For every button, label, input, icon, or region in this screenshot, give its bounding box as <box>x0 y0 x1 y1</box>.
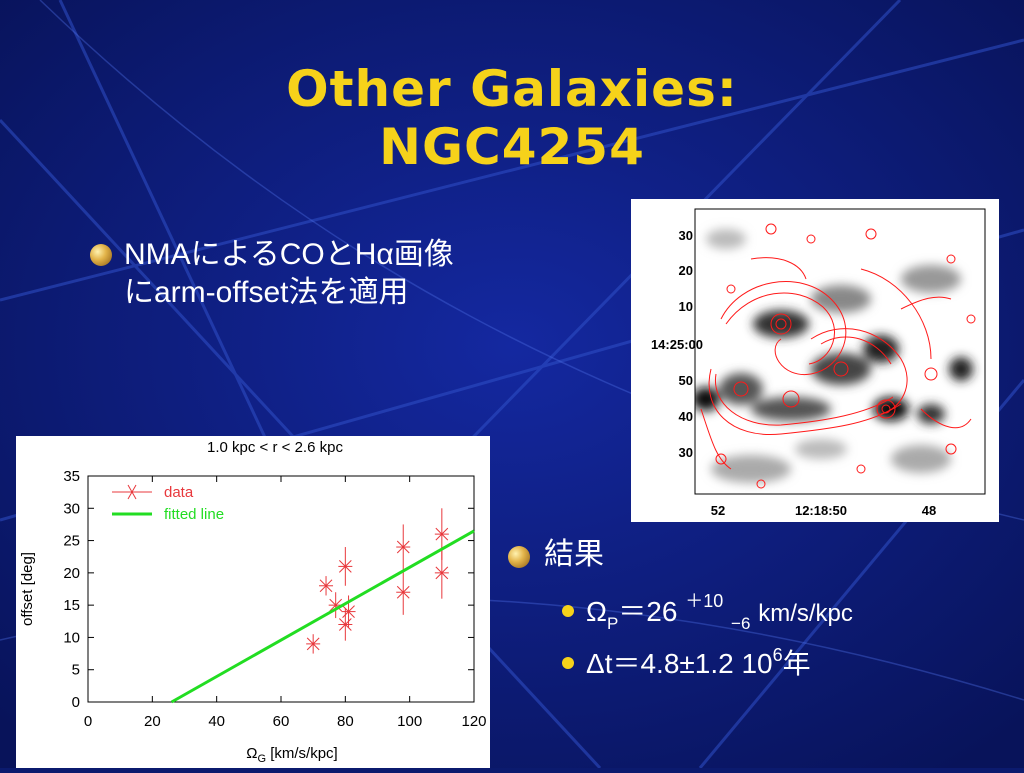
x-tick-label: 20 <box>144 713 161 730</box>
x-tick-label: 60 <box>273 713 290 730</box>
sub-bullet-dot <box>562 605 574 617</box>
omega-value: ＝26 <box>618 596 678 627</box>
sub-bullet-dot <box>562 657 574 669</box>
dt-exponent: 6 <box>772 645 783 665</box>
slide-title: Other Galaxies: NGC4254 <box>0 60 1024 176</box>
x-axis-subscript: G <box>257 753 266 765</box>
galaxy-image-panel: 30 20 10 14:25:00 50 40 30 52 12:18:50 4… <box>631 199 999 522</box>
y-tick-label: 25 <box>63 533 80 550</box>
bullet-text-1-line-1: NMAによるCOとHα画像 <box>124 238 454 271</box>
offset-chart-panel: 1.0 kpc < r < 2.6 kpc 0 5 10 15 20 25 30 35 0 20… <box>16 436 490 768</box>
x-tick-label: 80 <box>337 713 354 730</box>
x-tick-label: 0 <box>84 713 92 730</box>
y-tick-label: 35 <box>63 468 80 485</box>
ra-tick-label: 48 <box>922 503 936 518</box>
x-axis-symbol: Ω <box>246 745 257 762</box>
result-timescale: Δt＝4.8±1.2 106年 <box>586 642 811 682</box>
dt-value: Δt＝4.8±1.2 10 <box>586 648 773 679</box>
omega-subscript: P <box>606 614 619 633</box>
x-tick-label: 40 <box>208 713 225 730</box>
dec-tick-label: 10 <box>679 299 693 314</box>
halpha-grayscale <box>695 229 973 483</box>
ra-tick-label: 12:18:50 <box>795 503 847 518</box>
dec-tick-label: 20 <box>679 263 693 278</box>
legend-data-label: data <box>164 484 194 501</box>
minus-error: −6 <box>731 614 751 633</box>
data-point <box>434 547 449 599</box>
plus-error: ＋10 <box>685 591 724 611</box>
y-tick-label: 5 <box>72 662 80 679</box>
omega-symbol: Ω <box>586 596 607 627</box>
dec-tick-label: 50 <box>679 373 693 388</box>
data-point <box>338 547 353 586</box>
offset-vs-omega-chart: 1.0 kpc < r < 2.6 kpc 0 5 10 15 20 25 30 35 0 20… <box>19 439 487 765</box>
x-tick-label: 120 <box>461 713 486 730</box>
ra-tick-label: 52 <box>711 503 725 518</box>
dec-tick-label: 30 <box>679 228 693 243</box>
y-tick-label: 10 <box>63 629 80 646</box>
x-axis-label: ΩG [km/s/kpc] <box>246 745 337 765</box>
x-axis-units: [km/s/kpc] <box>266 745 338 762</box>
y-tick-label: 0 <box>72 694 80 711</box>
chart-title: 1.0 kpc < r < 2.6 kpc <box>207 439 343 456</box>
dec-tick-label: 40 <box>679 409 693 424</box>
bullet-icon <box>90 244 112 266</box>
data-point <box>319 576 334 596</box>
data-point <box>306 634 321 654</box>
data-point <box>338 608 353 641</box>
galaxy-contour-map: 30 20 10 14:25:00 50 40 30 52 12:18:50 4… <box>651 208 986 518</box>
legend-fit-label: fitted line <box>164 506 224 523</box>
dec-tick-label: 30 <box>679 445 693 460</box>
fitted-line <box>170 529 475 704</box>
y-axis-label: offset [deg] <box>19 552 36 626</box>
y-tick-label: 15 <box>63 597 80 614</box>
dec-tick-label: 14:25:00 <box>651 337 703 352</box>
plot-frame <box>87 475 475 703</box>
bullet-text-2: 結果 <box>544 538 604 571</box>
co-contours <box>700 223 976 489</box>
bullet-text-1: NMAによるCOとHα画像 にarm-offset法を適用 <box>124 236 454 312</box>
x-tick-label: 100 <box>397 713 422 730</box>
data-point <box>396 569 411 615</box>
dt-unit: 年 <box>782 648 811 679</box>
y-tick-label: 20 <box>63 565 80 582</box>
y-tick-label: 30 <box>63 500 80 517</box>
legend-data-marker <box>127 484 137 500</box>
units: km/s/kpc <box>758 600 853 627</box>
title-line-1: Other Galaxies: <box>286 60 738 118</box>
bullet-icon <box>508 546 530 568</box>
result-pattern-speed: ΩP＝26 ＋10 −6 km/s/kpc <box>586 590 853 633</box>
bullet-text-1-line-2: にarm-offset法を適用 <box>124 276 409 309</box>
title-line-2: NGC4254 <box>379 118 645 176</box>
data-point <box>396 524 411 570</box>
